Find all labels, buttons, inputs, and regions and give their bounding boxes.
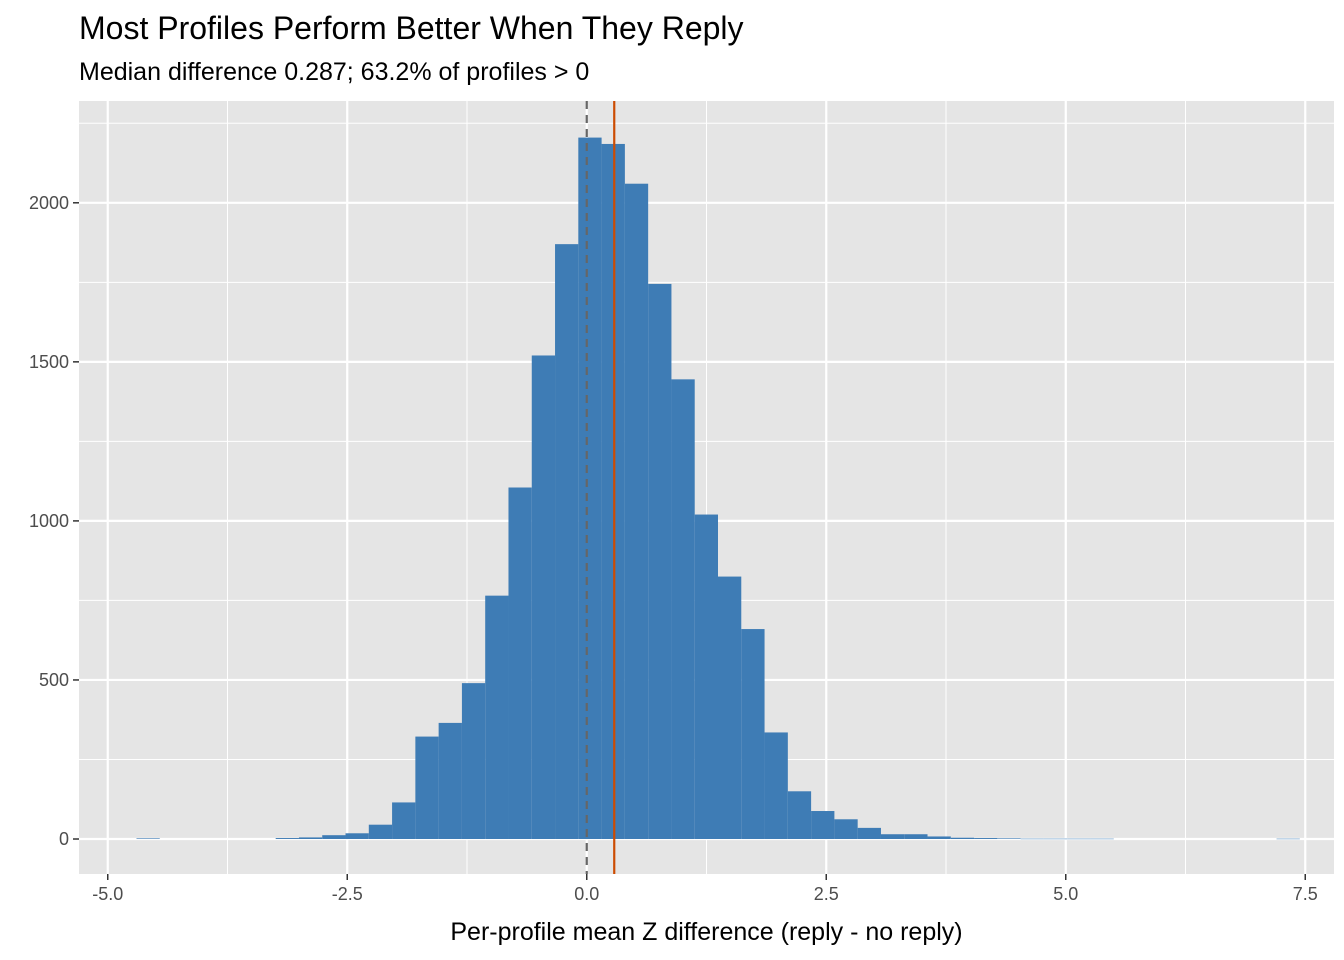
histogram-bar bbox=[648, 283, 672, 840]
histogram-bar bbox=[834, 819, 858, 840]
histogram-bar bbox=[764, 732, 788, 840]
histogram-bar bbox=[392, 802, 416, 840]
histogram-bar bbox=[578, 137, 602, 840]
histogram-bar bbox=[136, 838, 160, 840]
histogram-bar bbox=[461, 683, 486, 840]
x-axis-label: Per-profile mean Z difference (reply - n… bbox=[450, 918, 962, 946]
histogram-bar bbox=[508, 487, 532, 840]
x-tick-label: -5.0 bbox=[92, 884, 123, 904]
histogram-bar bbox=[624, 183, 649, 840]
histogram-bar bbox=[555, 244, 579, 840]
chart-subtitle: Median difference 0.287; 63.2% of profil… bbox=[79, 58, 590, 86]
histogram-bar bbox=[950, 837, 975, 840]
x-tick-label: 2.5 bbox=[814, 884, 839, 904]
x-tick-label: -2.5 bbox=[332, 884, 363, 904]
histogram-bar bbox=[974, 838, 998, 840]
histogram-bar bbox=[904, 834, 928, 840]
histogram-bar bbox=[1276, 838, 1300, 840]
y-tick-label: 0 bbox=[59, 829, 69, 849]
histogram-bar bbox=[531, 355, 556, 840]
histogram-bar bbox=[694, 514, 718, 840]
histogram-bar bbox=[345, 833, 369, 840]
y-tick-label: 1000 bbox=[29, 511, 69, 531]
histogram-bar bbox=[787, 791, 812, 840]
histogram-bar bbox=[322, 835, 346, 840]
histogram-bar bbox=[1090, 838, 1114, 840]
y-tick-label: 500 bbox=[39, 670, 69, 690]
histogram-bar bbox=[275, 838, 299, 840]
histogram-bar bbox=[1020, 838, 1044, 840]
histogram-bar bbox=[857, 827, 881, 840]
y-tick-label: 2000 bbox=[29, 193, 69, 213]
histogram-bar bbox=[298, 837, 323, 840]
x-tick-label: 0.0 bbox=[574, 884, 599, 904]
y-tick-label: 1500 bbox=[29, 352, 69, 372]
histogram-bar bbox=[438, 722, 462, 840]
x-tick-label: 5.0 bbox=[1053, 884, 1078, 904]
histogram-bar bbox=[717, 576, 742, 840]
histogram-bar bbox=[997, 838, 1021, 840]
histogram-bar bbox=[671, 379, 695, 840]
histogram-bar bbox=[741, 629, 765, 840]
histogram-bar bbox=[880, 834, 905, 840]
histogram-bar bbox=[1043, 838, 1068, 840]
histogram-bar bbox=[485, 595, 509, 840]
histogram-bar bbox=[415, 736, 439, 840]
chart-title: Most Profiles Perform Better When They R… bbox=[79, 10, 744, 46]
histogram-bar bbox=[927, 836, 951, 840]
histogram-bar bbox=[1067, 838, 1091, 840]
x-tick-label: 7.5 bbox=[1293, 884, 1318, 904]
histogram-bar bbox=[811, 811, 835, 840]
histogram-bar bbox=[368, 824, 393, 840]
